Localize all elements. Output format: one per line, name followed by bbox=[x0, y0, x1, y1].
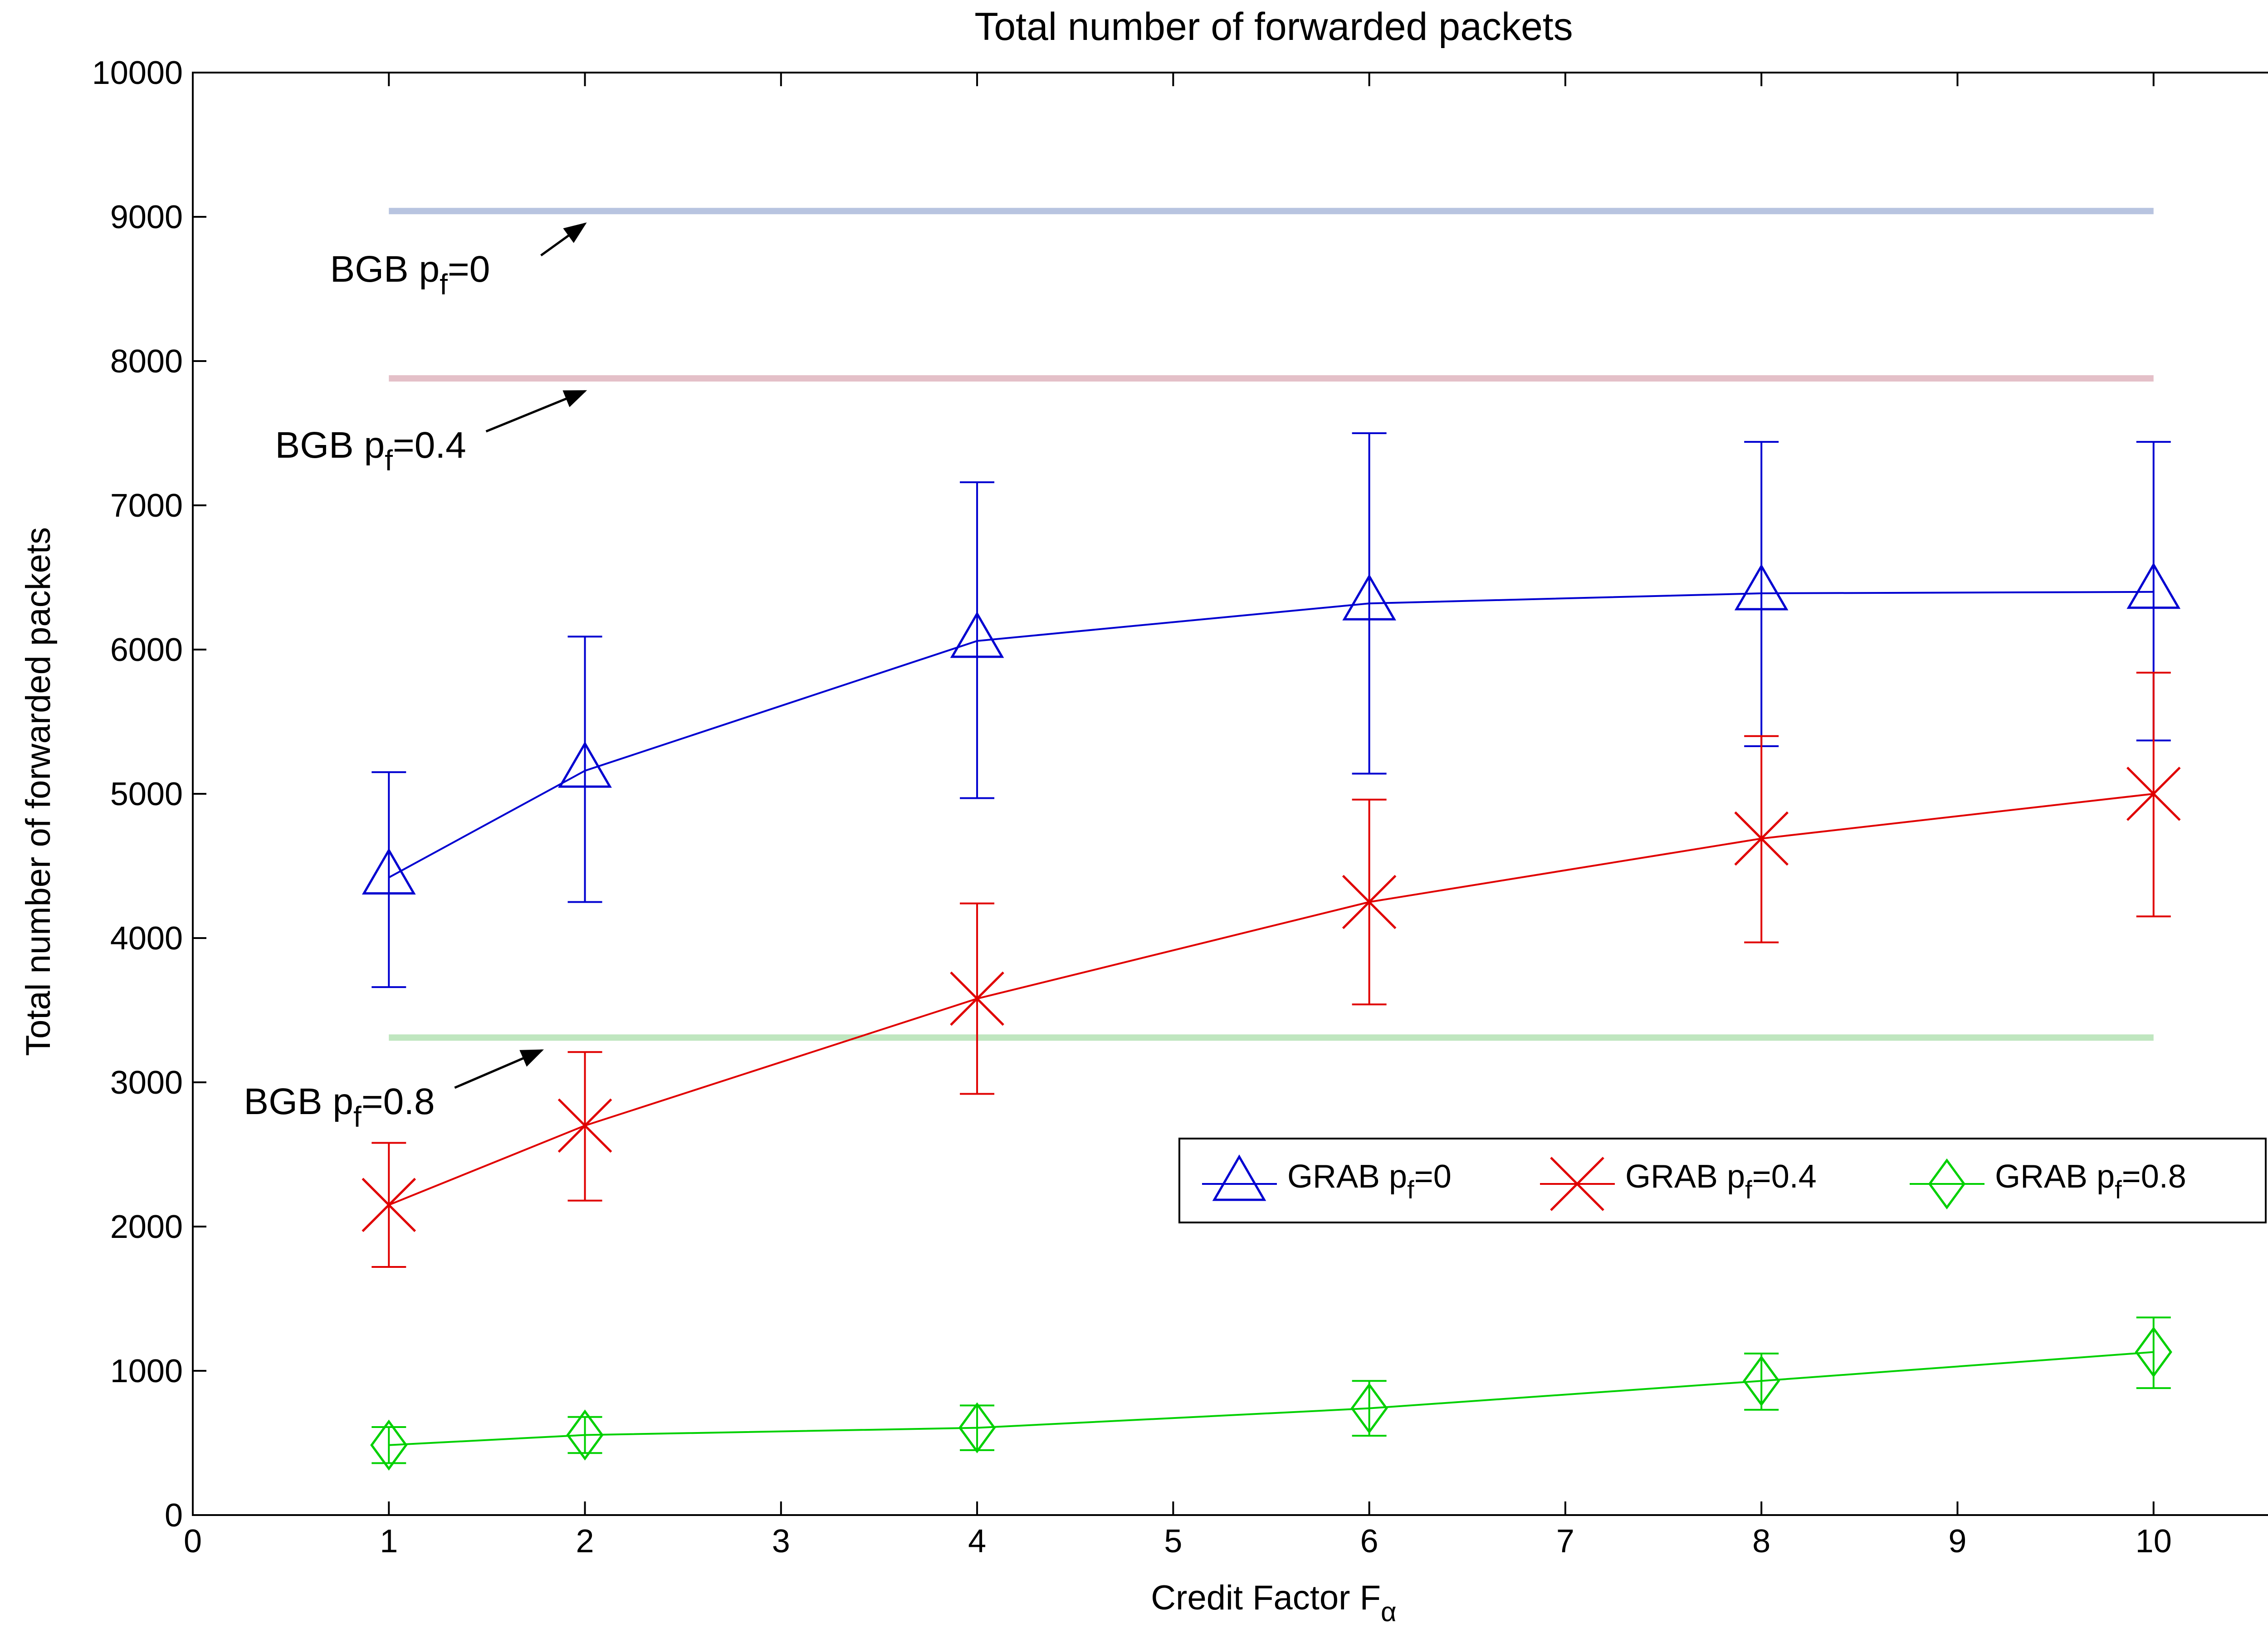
plot-area: 0123456789101101000200030004000500060007… bbox=[92, 55, 2268, 1560]
y-tick-label: 1000 bbox=[110, 1353, 183, 1389]
y-tick-label: 4000 bbox=[110, 920, 183, 957]
y-axis-title: Total number of forwarded packets bbox=[19, 527, 58, 1056]
annotation-arrow bbox=[454, 1049, 544, 1089]
data-point-marker bbox=[950, 611, 1004, 658]
annotation-label-bgb-0: BGB pf=0 bbox=[330, 249, 490, 301]
y-tick-label: 2000 bbox=[110, 1209, 183, 1245]
annotation-arrow bbox=[540, 222, 587, 257]
annotation-label-subscript: f bbox=[440, 268, 448, 301]
x-tick-label: 10 bbox=[2136, 1523, 2172, 1560]
legend-label: GRAB pf=0.4 bbox=[1625, 1159, 1817, 1204]
legend-item-0: GRAB pf=0 bbox=[1202, 1154, 1452, 1204]
y-tick-label: 3000 bbox=[110, 1065, 183, 1101]
annotation-label-subscript: f bbox=[353, 1100, 362, 1133]
x-tick-label: 9 bbox=[1948, 1523, 1966, 1560]
x-tick-label: 6 bbox=[1360, 1523, 1378, 1560]
legend-label-subscript: f bbox=[1745, 1175, 1752, 1204]
series-line bbox=[389, 1351, 2154, 1446]
annotation-label-bgb-1: BGB pf=0.4 bbox=[275, 425, 466, 477]
data-point-marker bbox=[1734, 563, 1789, 611]
chart-title: Total number of forwarded packets bbox=[974, 5, 1573, 49]
data-point-marker bbox=[950, 971, 1004, 1026]
y-tick-label: 0 bbox=[165, 1497, 183, 1534]
x-tick-label: 0 bbox=[184, 1523, 202, 1560]
data-point-marker bbox=[362, 848, 416, 895]
legend-label-main: GRAB p bbox=[1995, 1159, 2115, 1195]
data-point-marker bbox=[362, 1178, 416, 1232]
data-point-marker bbox=[1342, 574, 1396, 621]
data-point-marker bbox=[1743, 1355, 1780, 1407]
legend-label-main: GRAB p bbox=[1625, 1159, 1745, 1195]
legend-swatch-marker bbox=[1928, 1158, 1966, 1210]
x-axis-title: Credit Factor Fα bbox=[1151, 1579, 1396, 1627]
data-point-marker bbox=[1342, 875, 1397, 929]
legend-label-value: =0.4 bbox=[1752, 1159, 1817, 1195]
x-tick-label: 3 bbox=[772, 1523, 790, 1560]
x-tick-label: 2 bbox=[576, 1523, 594, 1560]
legend: GRAB pf=0 GRAB pf=0.4 GRAB pf=0.8 bbox=[1178, 1138, 2267, 1223]
x-tick-label: 4 bbox=[968, 1523, 986, 1560]
data-point-marker bbox=[2126, 767, 2181, 821]
legend-label-subscript: f bbox=[1407, 1175, 1414, 1204]
series-line bbox=[388, 591, 2154, 879]
legend-label-subscript: f bbox=[2115, 1175, 2122, 1204]
legend-label-value: =0.8 bbox=[2122, 1159, 2186, 1195]
y-tick-label: 10000 bbox=[92, 55, 183, 91]
annotation-arrow bbox=[485, 390, 587, 433]
annotation-label-main: BGB p bbox=[275, 425, 385, 466]
data-point-marker bbox=[558, 741, 612, 788]
plot-frame bbox=[192, 72, 2268, 1516]
data-point-marker bbox=[557, 1098, 612, 1153]
annotation-label-value: =0.4 bbox=[393, 425, 466, 466]
series-2 bbox=[370, 1316, 2172, 1471]
data-point-marker bbox=[958, 1402, 996, 1453]
x-tick-label: 8 bbox=[1752, 1523, 1770, 1560]
annotation-label-value: =0.8 bbox=[362, 1081, 435, 1122]
y-tick-label: 5000 bbox=[110, 776, 183, 812]
x-tick-label: 7 bbox=[1556, 1523, 1574, 1560]
data-point-marker bbox=[2126, 562, 2181, 609]
series-line bbox=[388, 793, 2154, 1206]
legend-swatch-marker bbox=[1550, 1157, 1604, 1211]
data-point-marker bbox=[1350, 1383, 1388, 1434]
legend-label-main: GRAB p bbox=[1287, 1159, 1407, 1195]
y-tick-label: 9000 bbox=[110, 199, 183, 235]
annotation-label-value: =0 bbox=[448, 249, 490, 290]
data-point-marker bbox=[2135, 1326, 2172, 1378]
legend-box bbox=[1178, 1138, 2267, 1223]
annotation-label-bgb-2: BGB pf=0.8 bbox=[244, 1081, 435, 1133]
y-tick-label: 8000 bbox=[110, 343, 183, 380]
series-0 bbox=[362, 432, 2181, 988]
annotation-label-subscript: f bbox=[385, 444, 393, 477]
x-axis-title-main: Credit Factor F bbox=[1151, 1579, 1381, 1617]
x-tick-label: 5 bbox=[1164, 1523, 1182, 1560]
legend-label: GRAB pf=0 bbox=[1287, 1159, 1452, 1204]
legend-label-value: =0 bbox=[1414, 1159, 1452, 1195]
y-tick-label: 7000 bbox=[110, 488, 183, 524]
annotation-label-main: BGB p bbox=[244, 1081, 353, 1122]
annotation-label-main: BGB p bbox=[330, 249, 440, 290]
legend-label: GRAB pf=0.8 bbox=[1995, 1159, 2186, 1204]
legend-item-2: GRAB pf=0.8 bbox=[1910, 1158, 2186, 1210]
data-point-marker bbox=[1734, 811, 1789, 866]
data-point-marker bbox=[370, 1419, 408, 1471]
y-tick-label: 6000 bbox=[110, 632, 183, 668]
x-axis-title-subscript: α bbox=[1381, 1597, 1397, 1627]
data-point-marker bbox=[566, 1409, 604, 1461]
x-tick-label: 1 bbox=[380, 1523, 398, 1560]
legend-swatch-marker bbox=[1212, 1154, 1266, 1201]
legend-item-1: GRAB pf=0.4 bbox=[1540, 1157, 1817, 1211]
series-1 bbox=[362, 671, 2181, 1268]
